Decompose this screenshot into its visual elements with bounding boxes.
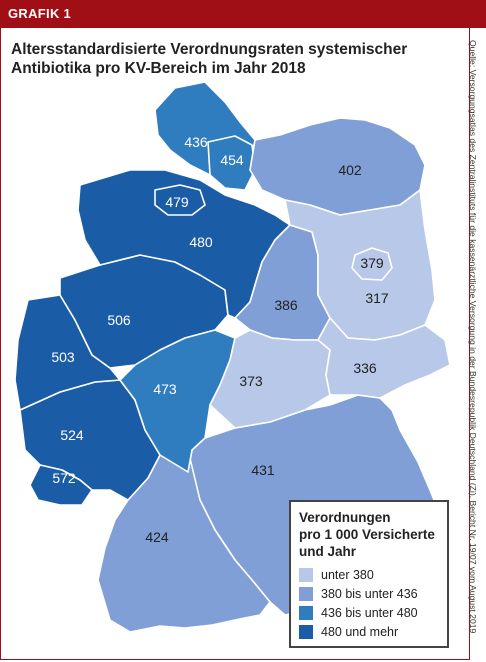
region-value-rheinland-pfalz: 524 [60,427,84,443]
legend-swatch [299,586,313,601]
legend-title: Verordnungen pro 1 000 Versicherte und J… [299,509,439,560]
map-title-line-2: Antibiotika pro KV-Bereich im Jahr 2018 [11,60,306,77]
region-berlin[interactable] [351,247,393,281]
region-hamburg[interactable] [207,135,256,191]
region-value-hamburg: 454 [220,152,244,168]
legend-item-label: 436 bis unter 480 [321,605,418,620]
legend-swatch [299,605,313,620]
legend-title-line-1: Verordnungen [299,510,391,525]
region-value-saarland: 572 [52,470,76,486]
legend-title-line-2: pro 1 000 Versicherte [299,527,435,542]
figure-label: GRAFIK 1 [0,0,486,28]
legend-item: unter 380 [299,565,439,584]
legend-item: 436 bis unter 480 [299,603,439,622]
region-value-schleswig-holstein: 436 [184,134,208,150]
region-bremen[interactable] [154,184,206,216]
region-value-berlin: 379 [360,255,384,271]
region-value-bremen: 479 [165,194,189,210]
figure-frame [0,28,470,660]
region-value-baden-wuerttemberg: 424 [145,529,169,545]
region-value-sachsen-anhalt: 386 [274,297,298,313]
map-title-line-1: Altersstandardisierte Verordnungsraten s… [11,41,408,58]
legend-item-label: 480 und mehr [321,624,399,639]
map-title: Altersstandardisierte Verordnungsraten s… [11,40,451,78]
region-saarland[interactable] [29,464,93,506]
region-value-niedersachsen: 480 [189,234,213,250]
legend-item: 380 bis unter 436 [299,584,439,603]
legend-title-line-3: und Jahr [299,544,357,559]
legend-item: 480 und mehr [299,622,439,641]
germany-map: 436 454 402 479 480 379 317 386 506 503 473 373 336 5… [14,81,451,633]
region-value-nordrhein: 503 [51,349,75,365]
region-value-bayern: 431 [251,462,275,478]
region-value-sachsen: 336 [353,360,377,376]
legend-item-label: 380 bis unter 436 [321,586,418,601]
legend-item-label: unter 380 [321,567,374,582]
region-value-mecklenburg-vorpommern: 402 [338,162,362,178]
region-hessen[interactable] [119,329,236,473]
legend-swatch [299,567,313,582]
region-value-thueringen: 373 [239,373,263,389]
region-value-brandenburg: 317 [365,290,389,306]
region-value-hessen: 473 [153,381,177,397]
legend-swatch [299,624,313,639]
map-legend: Verordnungen pro 1 000 Versicherte und J… [289,500,449,648]
region-sachsen[interactable] [317,317,451,399]
region-value-westfalen-lippe: 506 [107,312,131,328]
region-baden-wuerttemberg[interactable] [97,449,271,633]
